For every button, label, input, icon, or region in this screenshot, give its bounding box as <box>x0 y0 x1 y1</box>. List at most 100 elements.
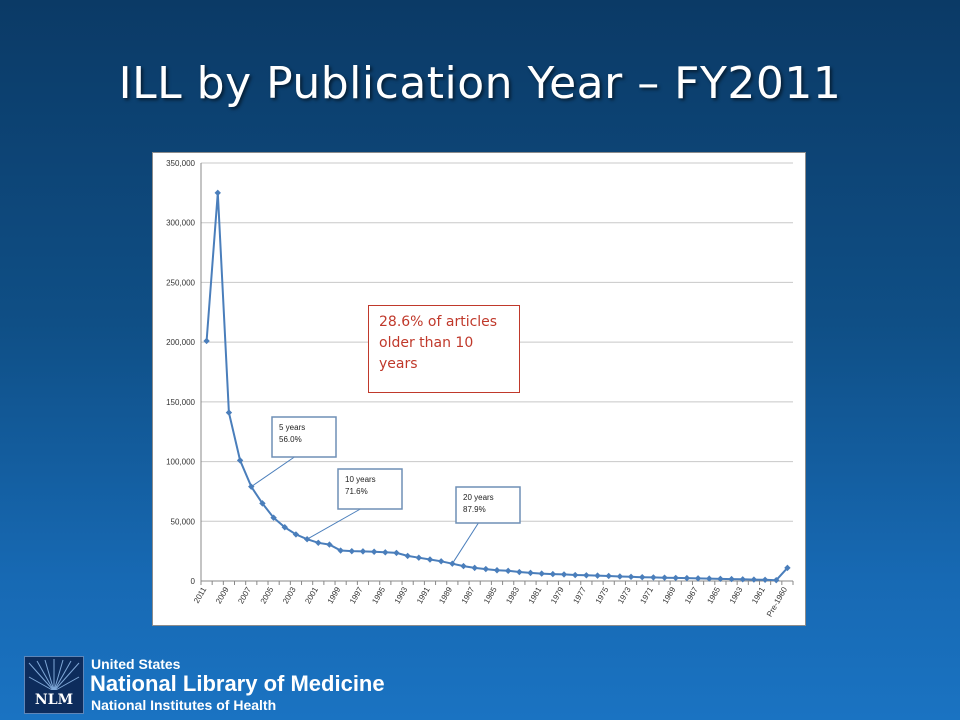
chart-canvas: 0 50,000 100,000 150,000 200,000 250,000 300,0… <box>166 159 794 619</box>
data-point <box>393 549 400 557</box>
x-tick-label: 1997 <box>348 585 365 605</box>
data-point <box>214 189 221 197</box>
nlm-letters: NLM <box>34 692 74 708</box>
data-point <box>348 547 355 555</box>
data-point <box>683 574 691 582</box>
x-tick-label: 1981 <box>527 585 544 605</box>
data-point <box>761 576 769 584</box>
x-tick-label: 2005 <box>259 585 276 605</box>
x-tick-label: 2011 <box>192 585 209 605</box>
data-point <box>706 575 713 582</box>
callout-percent: 56.0% <box>279 435 302 444</box>
data-point <box>605 572 612 580</box>
y-tick-label: 250,000 <box>166 278 195 287</box>
data-point <box>739 576 746 583</box>
x-tick-label: 1961 <box>750 585 767 605</box>
x-tick-label: 1967 <box>683 585 700 605</box>
data-point <box>661 574 668 581</box>
x-tick-label: 1969 <box>661 585 678 605</box>
logo-line-united-states: United States <box>91 656 181 672</box>
x-tick-label: 1975 <box>594 585 611 605</box>
logo-line-nih: National Institutes of Health <box>91 697 277 713</box>
callout-box <box>337 468 403 510</box>
data-point <box>292 531 300 538</box>
x-tick-label: 2001 <box>303 585 320 605</box>
x-tick-label: 1983 <box>504 585 521 605</box>
callout-leader <box>306 508 361 540</box>
data-point <box>315 539 322 546</box>
x-tick-label: 1989 <box>437 585 454 605</box>
x-tick-label: 1973 <box>616 585 633 605</box>
x-tick-label: Pre-1960 <box>765 585 790 618</box>
data-point <box>627 573 635 581</box>
x-tick-label: 1965 <box>705 585 722 605</box>
y-tick-label: 150,000 <box>166 398 195 407</box>
data-point <box>639 573 646 581</box>
y-tick-label: 100,000 <box>166 458 195 467</box>
x-tick-label: 1963 <box>728 585 745 605</box>
callout-box <box>271 416 337 458</box>
x-tick-label: 1979 <box>549 585 566 605</box>
data-point <box>594 572 601 579</box>
callout-percent: 87.9% <box>463 505 486 514</box>
data-point <box>571 571 579 579</box>
logo-line-nlm: National Library of Medicine <box>90 671 385 696</box>
data-point <box>527 569 534 577</box>
x-tick-label: 2009 <box>214 585 231 605</box>
nlm-emblem-graphic <box>25 659 83 713</box>
data-point <box>650 574 657 581</box>
data-point <box>773 576 780 584</box>
x-tick-label: 1999 <box>326 585 343 605</box>
y-tick-label: 350,000 <box>166 159 195 168</box>
callout-percent: 71.6% <box>345 487 368 496</box>
x-tick-label: 2003 <box>281 585 298 605</box>
data-point <box>694 575 702 582</box>
slide-title: ILL by Publication Year – FY2011 <box>118 58 842 109</box>
x-tick-label: 1993 <box>393 585 410 605</box>
callout-leader <box>250 456 295 488</box>
x-tick-label: 1995 <box>370 585 387 605</box>
y-tick-label: 200,000 <box>166 338 195 347</box>
data-point <box>259 500 266 507</box>
older-articles-note: 28.6% of articles older than 10 years <box>368 305 520 393</box>
data-point <box>549 570 557 578</box>
callout-label: 5 years <box>279 423 305 432</box>
x-tick-label: 1971 <box>638 585 655 605</box>
data-point <box>404 552 411 560</box>
data-point <box>504 567 512 575</box>
data-point <box>750 576 758 583</box>
y-tick-label: 0 <box>191 577 196 586</box>
data-point <box>426 556 434 563</box>
data-point <box>538 570 545 577</box>
data-point <box>616 573 624 580</box>
y-tick-label: 50,000 <box>171 517 196 526</box>
callout-label: 20 years <box>463 493 494 502</box>
callout-label: 10 years <box>345 475 376 484</box>
data-point <box>359 548 367 555</box>
data-point <box>672 574 679 582</box>
data-point <box>482 565 490 573</box>
data-point <box>382 549 389 556</box>
data-point <box>236 457 244 464</box>
x-tick-label: 1991 <box>415 585 432 605</box>
data-point <box>516 568 523 576</box>
data-point <box>415 554 423 561</box>
data-point <box>370 548 378 555</box>
line-chart: 0 50,000 100,000 150,000 200,000 250,000 300,0… <box>152 152 806 626</box>
y-tick-label: 300,000 <box>166 219 195 228</box>
data-point <box>437 558 445 565</box>
data-point <box>270 514 277 521</box>
data-point <box>203 337 210 345</box>
data-point <box>493 567 501 574</box>
nlm-emblem-icon: NLM <box>24 656 84 714</box>
x-tick-label: 1985 <box>482 585 499 605</box>
x-tick-label: 1977 <box>571 585 588 605</box>
data-point <box>225 409 233 416</box>
data-point <box>471 564 478 572</box>
data-point <box>784 564 791 572</box>
data-point <box>560 571 568 578</box>
data-point <box>583 572 590 579</box>
x-tick-label: 1987 <box>460 585 477 605</box>
callout-box <box>455 486 521 524</box>
data-point <box>460 562 467 570</box>
